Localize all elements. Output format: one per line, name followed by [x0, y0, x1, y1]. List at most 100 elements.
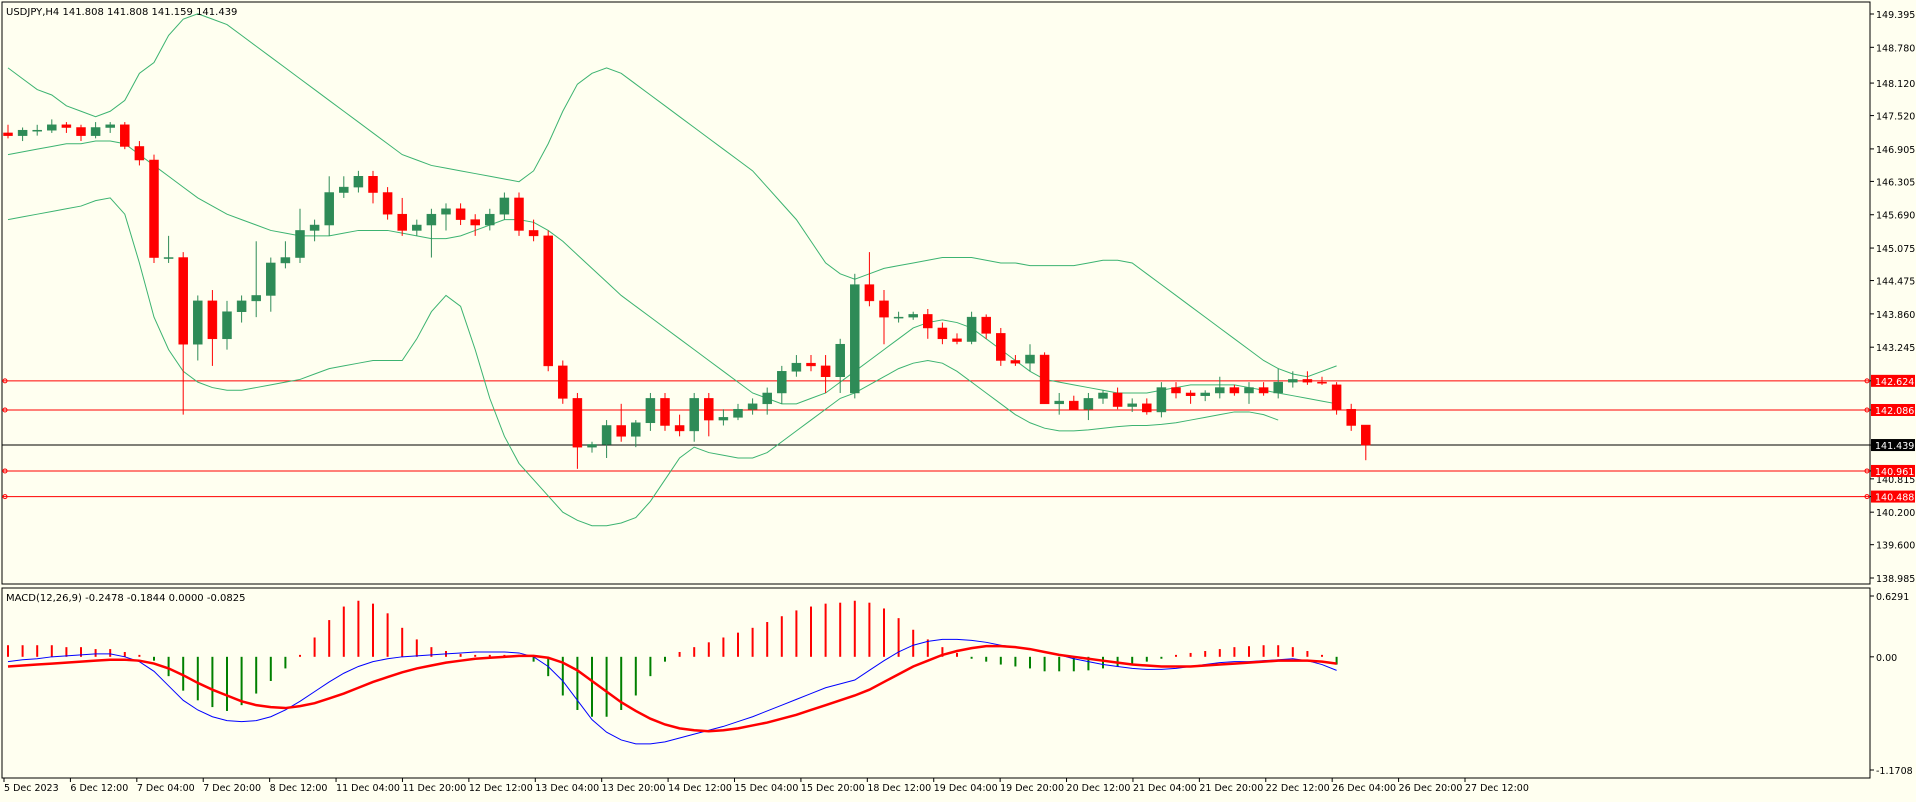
- candle[interactable]: [747, 398, 758, 415]
- candle[interactable]: [689, 392, 699, 442]
- candle[interactable]: [1039, 352, 1050, 405]
- candle[interactable]: [1156, 382, 1167, 418]
- candle[interactable]: [1273, 368, 1283, 399]
- candle[interactable]: [412, 219, 422, 236]
- candle[interactable]: [485, 208, 495, 231]
- level-anchor-left[interactable]: [2, 378, 8, 384]
- candle[interactable]: [1229, 384, 1240, 396]
- candle[interactable]: [937, 322, 948, 345]
- candle[interactable]: [163, 235, 174, 263]
- candle[interactable]: [266, 257, 276, 312]
- candle[interactable]: [193, 295, 203, 361]
- candle[interactable]: [455, 203, 466, 226]
- candle[interactable]: [134, 141, 145, 166]
- candle[interactable]: [105, 122, 115, 133]
- candle[interactable]: [908, 311, 918, 320]
- candle[interactable]: [1171, 382, 1181, 399]
- candle[interactable]: [952, 333, 962, 345]
- candle[interactable]: [1317, 376, 1327, 385]
- candle[interactable]: [1244, 382, 1254, 404]
- candle[interactable]: [295, 208, 305, 263]
- level-anchor-right[interactable]: [1864, 378, 1870, 384]
- candle[interactable]: [528, 219, 539, 242]
- level-anchor-right[interactable]: [1864, 494, 1870, 500]
- candle[interactable]: [47, 119, 57, 133]
- candle[interactable]: [820, 355, 831, 393]
- candle[interactable]: [718, 409, 729, 426]
- candle[interactable]: [324, 176, 334, 236]
- candle[interactable]: [1331, 382, 1342, 415]
- candle[interactable]: [382, 187, 393, 220]
- level-anchor-left[interactable]: [2, 407, 8, 413]
- candle[interactable]: [864, 252, 875, 307]
- candle[interactable]: [1112, 387, 1123, 410]
- candle[interactable]: [1288, 371, 1298, 388]
- candle[interactable]: [616, 403, 626, 442]
- level-anchor-right[interactable]: [1864, 407, 1870, 413]
- candle[interactable]: [280, 241, 291, 269]
- candle[interactable]: [1025, 344, 1035, 372]
- candle[interactable]: [762, 387, 772, 415]
- candle[interactable]: [1185, 390, 1196, 404]
- candle[interactable]: [1258, 382, 1269, 396]
- candle[interactable]: [835, 338, 845, 393]
- candle[interactable]: [339, 176, 349, 198]
- candle[interactable]: [120, 122, 130, 150]
- candle[interactable]: [207, 290, 218, 366]
- candle[interactable]: [777, 365, 787, 404]
- candle[interactable]: [806, 355, 816, 372]
- candle[interactable]: [1010, 355, 1021, 366]
- candle[interactable]: [61, 122, 72, 133]
- candle[interactable]: [397, 197, 407, 236]
- candle[interactable]: [1361, 424, 1371, 461]
- candle[interactable]: [791, 355, 802, 377]
- level-anchor-left[interactable]: [2, 468, 8, 474]
- candle[interactable]: [1142, 398, 1152, 415]
- candle[interactable]: [893, 311, 904, 323]
- candle[interactable]: [309, 219, 320, 242]
- candle[interactable]: [572, 392, 583, 469]
- candle[interactable]: [543, 230, 553, 372]
- candle[interactable]: [981, 314, 991, 339]
- candle[interactable]: [966, 311, 977, 345]
- candle[interactable]: [587, 441, 597, 453]
- candle[interactable]: [1346, 403, 1356, 431]
- candle[interactable]: [178, 252, 188, 415]
- candle[interactable]: [222, 300, 232, 350]
- candle[interactable]: [1083, 392, 1094, 421]
- candle[interactable]: [850, 273, 860, 399]
- candle[interactable]: [704, 392, 714, 437]
- candle[interactable]: [1200, 390, 1210, 402]
- candle[interactable]: [32, 124, 42, 136]
- candle[interactable]: [251, 241, 261, 318]
- candle[interactable]: [645, 392, 656, 431]
- candle[interactable]: [879, 290, 889, 345]
- candle[interactable]: [1069, 395, 1079, 410]
- candle[interactable]: [499, 192, 510, 220]
- candle[interactable]: [996, 327, 1006, 366]
- level-anchor-right[interactable]: [1864, 468, 1870, 474]
- level-anchor-left[interactable]: [2, 494, 8, 500]
- candle[interactable]: [631, 420, 641, 448]
- candle[interactable]: [76, 124, 86, 142]
- candle[interactable]: [1215, 376, 1225, 399]
- candle[interactable]: [733, 403, 743, 421]
- candle[interactable]: [660, 392, 670, 431]
- candle[interactable]: [1054, 392, 1064, 415]
- candle[interactable]: [1098, 390, 1108, 404]
- candle[interactable]: [353, 170, 364, 193]
- candle[interactable]: [90, 122, 101, 139]
- candle[interactable]: [1302, 371, 1313, 385]
- candle[interactable]: [601, 420, 612, 458]
- candle[interactable]: [470, 214, 480, 236]
- candle[interactable]: [1127, 398, 1137, 412]
- candle[interactable]: [236, 295, 247, 323]
- candle[interactable]: [368, 170, 378, 204]
- candle[interactable]: [149, 154, 159, 263]
- candle[interactable]: [17, 127, 28, 142]
- candle[interactable]: [441, 203, 451, 231]
- candle[interactable]: [514, 192, 524, 236]
- candle[interactable]: [674, 414, 685, 437]
- candle[interactable]: [426, 208, 437, 258]
